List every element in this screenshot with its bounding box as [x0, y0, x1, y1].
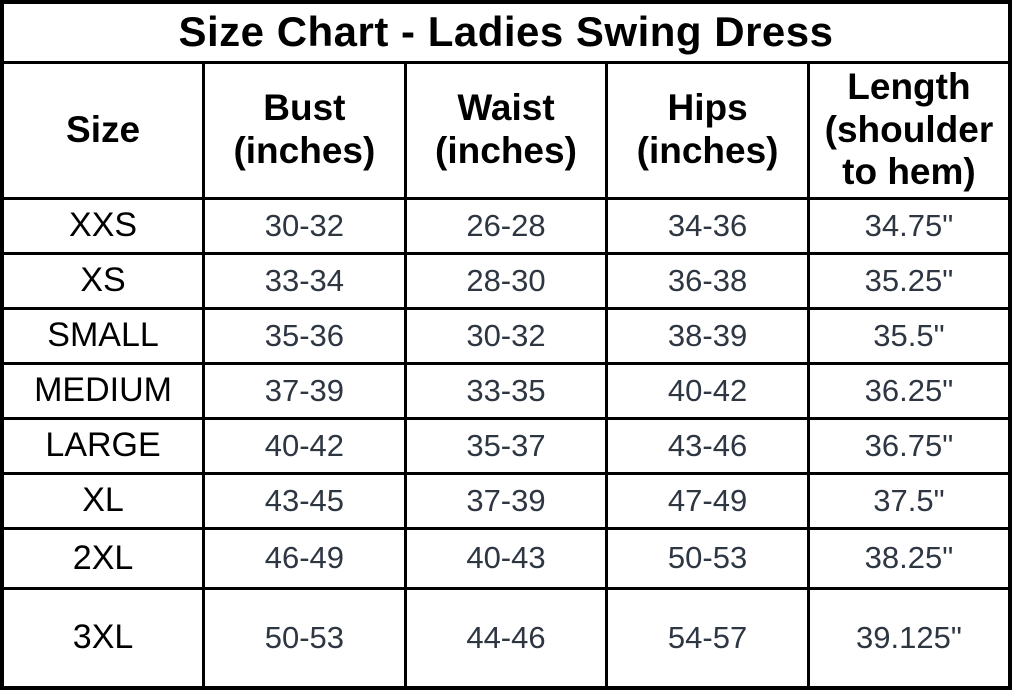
bust-value-cell: 35-36 [202, 306, 407, 365]
size-label-cell: SMALL [0, 306, 206, 365]
bust-value-cell: 40-42 [202, 416, 407, 475]
col-header-size: Size [0, 60, 206, 200]
length-value-cell: 35.5" [806, 306, 1012, 365]
col-header-length: Length (shoulder to hem) [806, 60, 1012, 200]
hips-value-cell: 50-53 [605, 526, 810, 590]
waist-value-cell: 33-35 [403, 361, 609, 420]
table-row: SMALL 35-36 30-32 38-39 35.5" [0, 306, 1012, 365]
waist-value-cell: 40-43 [403, 526, 609, 590]
size-label-cell: LARGE [0, 416, 206, 475]
chart-title: Size Chart - Ladies Swing Dress [0, 0, 1012, 64]
table-row: 2XL 46-49 40-43 50-53 38.25" [0, 526, 1012, 590]
length-value-cell: 37.5" [806, 471, 1012, 530]
col-header-hips: Hips (inches) [605, 60, 810, 200]
table-row: LARGE 40-42 35-37 43-46 36.75" [0, 416, 1012, 475]
table-row: XXS 30-32 26-28 34-36 34.75" [0, 196, 1012, 255]
bust-value-cell: 37-39 [202, 361, 407, 420]
table-row: MEDIUM 37-39 33-35 40-42 36.25" [0, 361, 1012, 420]
size-label-cell: MEDIUM [0, 361, 206, 420]
size-label-cell: 3XL [0, 586, 206, 690]
length-value-cell: 39.125" [806, 586, 1012, 690]
table-row: XL 43-45 37-39 47-49 37.5" [0, 471, 1012, 530]
bust-value-cell: 50-53 [202, 586, 407, 690]
hips-value-cell: 38-39 [605, 306, 810, 365]
bust-value-cell: 30-32 [202, 196, 407, 255]
size-label-cell: XL [0, 471, 206, 530]
col-header-bust: Bust (inches) [202, 60, 407, 200]
size-label-cell: 2XL [0, 526, 206, 590]
title-row: Size Chart - Ladies Swing Dress [0, 0, 1012, 64]
length-value-cell: 34.75" [806, 196, 1012, 255]
waist-value-cell: 35-37 [403, 416, 609, 475]
hips-value-cell: 43-46 [605, 416, 810, 475]
hips-value-cell: 54-57 [605, 586, 810, 690]
length-value-cell: 35.25" [806, 251, 1012, 310]
waist-value-cell: 28-30 [403, 251, 609, 310]
length-value-cell: 36.25" [806, 361, 1012, 420]
length-value-cell: 38.25" [806, 526, 1012, 590]
hips-value-cell: 34-36 [605, 196, 810, 255]
col-header-waist: Waist (inches) [403, 60, 609, 200]
hips-value-cell: 40-42 [605, 361, 810, 420]
size-label-cell: XXS [0, 196, 206, 255]
header-row: Size Bust (inches) Waist (inches) Hips (… [0, 60, 1012, 200]
hips-value-cell: 36-38 [605, 251, 810, 310]
waist-value-cell: 44-46 [403, 586, 609, 690]
bust-value-cell: 46-49 [202, 526, 407, 590]
length-value-cell: 36.75" [806, 416, 1012, 475]
size-label-cell: XS [0, 251, 206, 310]
waist-value-cell: 37-39 [403, 471, 609, 530]
table-row: 3XL 50-53 44-46 54-57 39.125" [0, 586, 1012, 690]
hips-value-cell: 47-49 [605, 471, 810, 530]
bust-value-cell: 33-34 [202, 251, 407, 310]
table-row: XS 33-34 28-30 36-38 35.25" [0, 251, 1012, 310]
bust-value-cell: 43-45 [202, 471, 407, 530]
waist-value-cell: 30-32 [403, 306, 609, 365]
waist-value-cell: 26-28 [403, 196, 609, 255]
